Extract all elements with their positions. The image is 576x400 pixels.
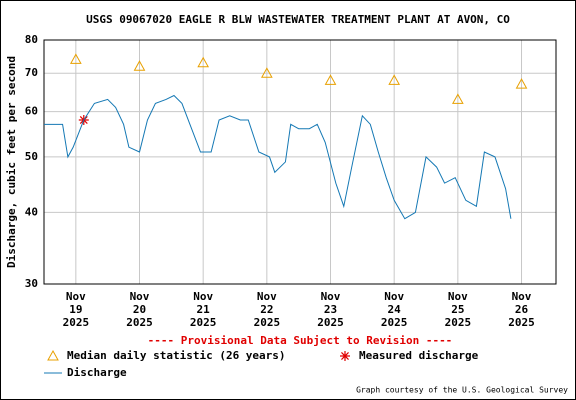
x-tick-label: 24 xyxy=(388,303,402,316)
x-tick-label: 21 xyxy=(197,303,211,316)
x-tick-label: 2025 xyxy=(508,316,535,329)
x-tick-label: 2025 xyxy=(190,316,217,329)
x-tick-label: 25 xyxy=(451,303,464,316)
provisional-note: ---- Provisional Data Subject to Revisio… xyxy=(148,334,453,347)
x-tick-label: 2025 xyxy=(445,316,472,329)
x-tick-label: Nov xyxy=(66,290,86,303)
median-marker xyxy=(324,74,337,85)
y-axis-label: Discharge, cubic feet per second xyxy=(5,56,18,268)
x-tick-label: 19 xyxy=(69,303,82,316)
x-tick-label: Nov xyxy=(193,290,213,303)
median-marker xyxy=(515,78,528,89)
median-marker xyxy=(133,60,146,71)
x-tick-label: 2025 xyxy=(126,316,153,329)
plot-border xyxy=(43,39,557,285)
median-marker xyxy=(451,93,464,104)
x-tick-label: 26 xyxy=(515,303,529,316)
x-tick-label: 2025 xyxy=(63,316,90,329)
chart-title: USGS 09067020 EAGLE R BLW WASTEWATER TRE… xyxy=(86,13,510,26)
x-tick-label: 2025 xyxy=(317,316,344,329)
credit: Graph courtesy of the U.S. Geological Su… xyxy=(356,386,568,395)
y-tick-label: 60 xyxy=(25,105,38,118)
discharge-line xyxy=(44,94,512,220)
median-marker xyxy=(197,56,210,68)
x-tick-label: Nov xyxy=(257,290,277,303)
median-marker xyxy=(388,74,401,85)
legend-marker xyxy=(47,349,59,361)
legend-label: Median daily statistic (26 years) xyxy=(67,349,286,362)
legend-marker xyxy=(340,351,350,361)
x-tick-label: Nov xyxy=(384,290,404,303)
x-tick-label: Nov xyxy=(321,290,341,303)
x-tick-label: Nov xyxy=(130,290,150,303)
x-tick-label: 2025 xyxy=(381,316,408,329)
plot-area xyxy=(44,40,556,284)
median-marker xyxy=(260,67,273,78)
median-marker xyxy=(69,53,82,64)
y-tick-label: 80 xyxy=(25,33,38,46)
y-tick-label: 40 xyxy=(25,205,38,218)
x-tick-label: 23 xyxy=(324,303,337,316)
y-tick-label: 70 xyxy=(25,66,38,79)
x-tick-label: 20 xyxy=(133,303,146,316)
x-tick-label: 2025 xyxy=(254,316,281,329)
y-tick-label: 30 xyxy=(25,277,38,290)
y-tick-label: 50 xyxy=(25,150,38,163)
x-tick-label: Nov xyxy=(512,290,532,303)
legend-label: Discharge xyxy=(67,366,127,379)
x-tick-label: Nov xyxy=(448,290,468,303)
legend-label: Measured discharge xyxy=(359,349,479,362)
x-tick-label: 22 xyxy=(260,303,273,316)
